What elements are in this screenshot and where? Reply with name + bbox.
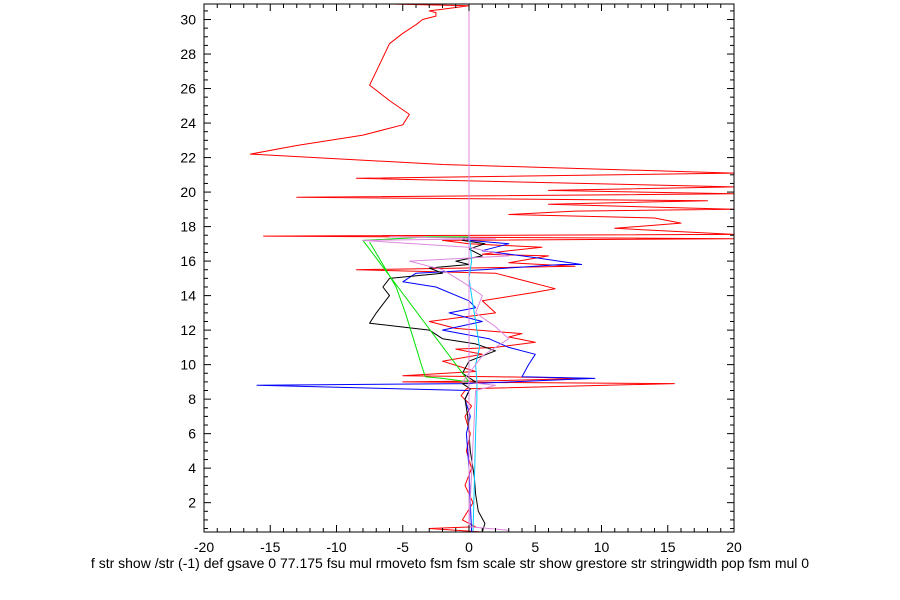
x-tick-label: -5 <box>397 539 410 555</box>
series-line-2 <box>257 237 595 532</box>
y-tick-label: 10 <box>180 357 196 373</box>
y-tick-label: 14 <box>180 288 196 304</box>
y-tick-label: 30 <box>180 12 196 28</box>
x-tick-label: 5 <box>531 539 539 555</box>
y-tick-label: 6 <box>188 426 196 442</box>
axis-layer: -20 -15 -10 -5 0 5 10 15 20246810121416182022242… <box>180 4 742 555</box>
series-layer <box>250 4 734 532</box>
x-tick-label: 20 <box>726 539 742 555</box>
y-tick-label: 22 <box>180 150 196 166</box>
x-axis-label: f str show /str (-1) def gsave 0 77.175 … <box>91 555 809 571</box>
x-tick-label: -20 <box>194 539 214 555</box>
y-tick-label: 24 <box>180 115 196 131</box>
y-tick-label: 12 <box>180 322 196 338</box>
x-tick-label: 10 <box>594 539 610 555</box>
y-tick-label: 2 <box>188 495 196 511</box>
y-tick-label: 20 <box>180 184 196 200</box>
x-tick-label: -10 <box>326 539 346 555</box>
series-line-1 <box>250 4 734 532</box>
x-tick-label: -15 <box>260 539 280 555</box>
y-tick-label: 26 <box>180 81 196 97</box>
x-tick-label: 15 <box>660 539 676 555</box>
x-tick-label: 0 <box>465 539 473 555</box>
y-tick-label: 28 <box>180 46 196 62</box>
y-tick-label: 16 <box>180 253 196 269</box>
y-tick-label: 8 <box>188 391 196 407</box>
y-tick-label: 4 <box>188 460 196 476</box>
y-tick-label: 18 <box>180 219 196 235</box>
